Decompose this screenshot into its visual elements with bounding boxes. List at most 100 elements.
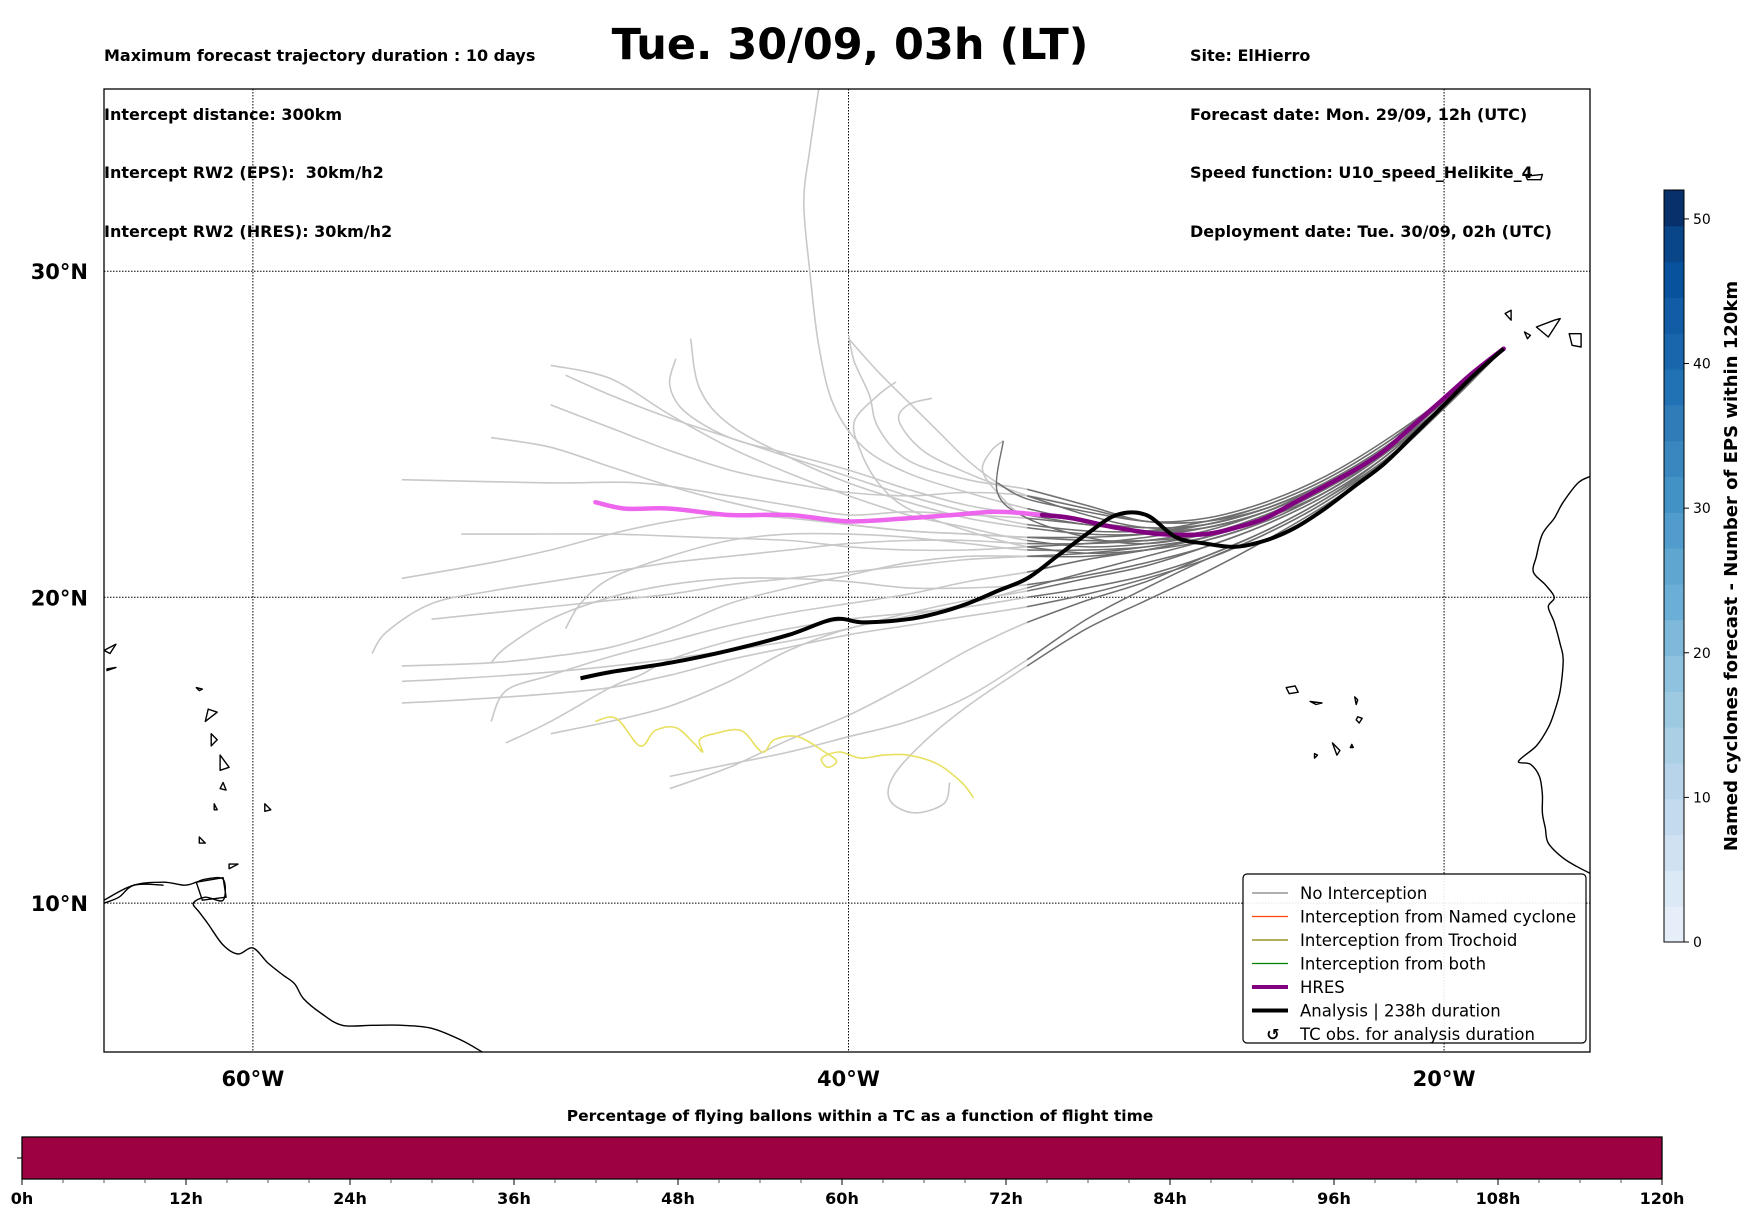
intercept-distance-text: Intercept distance: 300km	[104, 104, 343, 124]
legend-label: No Interception	[1300, 884, 1427, 903]
coast-venezuela	[104, 883, 164, 901]
legend-label: Interception from Trochoid	[1300, 931, 1517, 950]
speed-function-text: Speed function: U10_speed_Helikite_4	[1190, 163, 1533, 182]
colorbar-cell	[1664, 906, 1684, 943]
lon-tick-label: 40°W	[817, 1067, 880, 1091]
eps-trajectory-near	[1027, 348, 1505, 524]
eps-trajectory-near	[1027, 348, 1505, 533]
colorbar-frame	[1663, 189, 1685, 943]
cyclone-icon: ↺	[1266, 1025, 1279, 1044]
colorbar-tick-label: 10	[1693, 790, 1711, 806]
island-canaries	[1568, 333, 1582, 348]
time-tick-label: 0h	[11, 1189, 34, 1208]
island-canaries	[1504, 309, 1512, 321]
deployment-date-text: Deployment date: Tue. 30/09, 02h (UTC)	[1190, 221, 1552, 241]
eps-trajectory-near	[1027, 348, 1505, 532]
tc-obs-path	[595, 716, 975, 799]
colorbar-tick-label: 30	[1693, 501, 1711, 517]
site-info: Site: ElHierro Forecast date: Mon. 29/09…	[1190, 7, 1552, 261]
island-canaries	[1535, 317, 1561, 338]
legend-box	[1242, 873, 1587, 1044]
island-madeira	[1525, 173, 1544, 181]
time-tick-label: 96h	[1317, 1189, 1351, 1208]
island-caribbean	[219, 754, 230, 771]
eps-trajectories-far	[371, 89, 1505, 814]
eps-trajectory-near	[1027, 348, 1505, 529]
eps-trajectory-near	[1027, 348, 1505, 532]
island-cape-verde	[1355, 716, 1363, 724]
eps-trajectory	[802, 89, 1505, 529]
eps-trajectory-near	[1027, 348, 1505, 598]
legend-item: Interception from both	[1252, 955, 1486, 974]
trajectory-map[interactable]	[104, 89, 1626, 1052]
colorbar-cell	[1664, 762, 1684, 800]
colorbar-cell	[1664, 225, 1684, 263]
max-duration-text: Maximum forecast trajectory duration : 1…	[104, 46, 536, 65]
lat-tick-label: 20°N	[31, 586, 88, 610]
eps-trajectory	[461, 348, 1505, 552]
colorbar: 0 10 20 30 40 50 Named cyclones forecast - Nu…	[1663, 189, 1742, 951]
legend-item: HRES	[1252, 978, 1345, 997]
island-caribbean	[204, 708, 218, 723]
colorbar-cell	[1664, 369, 1684, 406]
eps-trajectory	[887, 348, 1505, 814]
colorbar-tick-label: 0	[1693, 935, 1702, 951]
time-tick-label: 120h	[1640, 1189, 1685, 1208]
eps-trajectory-near	[1026, 348, 1505, 624]
eps-trajectory-near	[1027, 348, 1505, 536]
island-caribbean	[104, 643, 117, 655]
time-tick-label: 12h	[169, 1189, 203, 1208]
legend-item: ↺ TC obs. for analysis duration	[1266, 1025, 1535, 1044]
hres-trajectory	[593, 346, 1506, 538]
island-cape-verde	[1309, 700, 1323, 706]
eps-trajectories-near	[995, 348, 1505, 667]
legend-label: Analysis | 238h duration	[1300, 1002, 1501, 1021]
eps-trajectory-near	[1026, 348, 1505, 661]
colorbar-cell	[1664, 583, 1684, 621]
island-caribbean	[213, 803, 218, 811]
island-canaries	[1611, 315, 1626, 328]
eps-trajectory	[565, 348, 1505, 533]
run-parameters: Maximum forecast trajectory duration : 1…	[104, 7, 535, 261]
lat-tick-label: 10°N	[31, 892, 88, 916]
colorbar-cell	[1664, 798, 1684, 836]
time-tick-label: 48h	[661, 1189, 695, 1208]
colorbar-cell	[1664, 655, 1684, 692]
colorbar-cell	[1664, 548, 1684, 585]
colorbar-cell	[1664, 512, 1684, 549]
island-caribbean	[198, 836, 206, 844]
map-frame	[103, 88, 1591, 1053]
coastlines	[104, 173, 1626, 1052]
island-caribbean	[228, 863, 239, 870]
island-caribbean	[264, 803, 272, 812]
eps-trajectory	[689, 338, 1505, 536]
legend-label: HRES	[1300, 978, 1345, 997]
colorbar-cell	[1664, 261, 1684, 298]
island-caribbean	[106, 666, 117, 672]
time-tick-label: 108h	[1476, 1189, 1521, 1208]
legend-item: Interception from Trochoid	[1252, 931, 1517, 950]
map-axis-labels: 60°W 40°W 20°W 30°N 20°N 10°N	[31, 260, 1476, 1091]
colorbar-tick-label: 40	[1693, 357, 1711, 373]
tc-observation-track	[595, 716, 975, 799]
analysis-path	[580, 347, 1505, 681]
coast-south-america	[104, 876, 483, 1052]
lon-tick-label: 60°W	[221, 1067, 284, 1091]
chart-title: Percentage of flying ballons within a TC…	[567, 1107, 1154, 1125]
legend-item: Analysis | 238h duration	[1252, 1002, 1501, 1021]
lat-tick-label: 30°N	[31, 260, 88, 284]
flight-time-chart: Percentage of flying ballons within a TC…	[11, 1107, 1685, 1208]
lon-tick-label: 20°W	[1413, 1067, 1476, 1091]
island-caribbean	[210, 733, 218, 747]
coast-trinidad	[195, 877, 227, 901]
island-cape-verde	[1331, 742, 1341, 756]
eps-trajectory	[401, 348, 1505, 580]
eps-trajectory	[431, 348, 1505, 620]
island-cape-verde	[1285, 685, 1299, 695]
colorbar-cell	[1664, 691, 1684, 728]
time-tick-label: 24h	[333, 1189, 367, 1208]
colorbar-cell	[1664, 476, 1684, 513]
colorbar-cell	[1664, 297, 1684, 334]
coast-africa	[1517, 475, 1590, 874]
